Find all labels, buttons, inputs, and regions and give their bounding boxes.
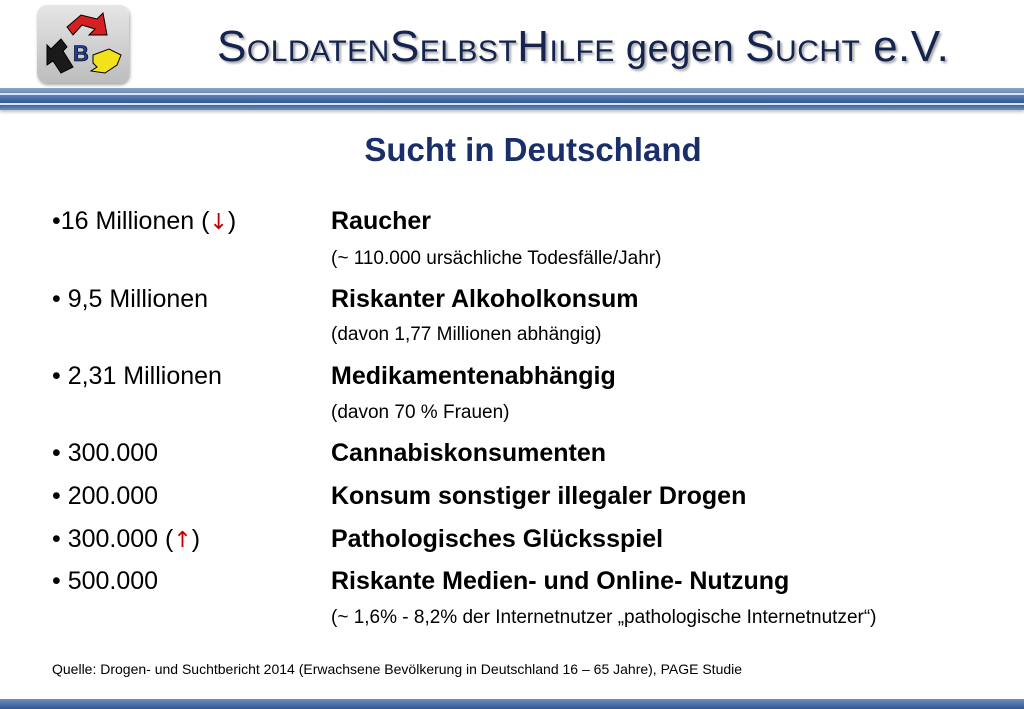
footer-band [0, 699, 1024, 709]
stat-category: Raucher [331, 207, 432, 235]
header-divider-band [0, 88, 1024, 110]
stat-count: • 9,5 Millionen [52, 285, 209, 313]
stat-category: Cannabiskonsumenten [331, 439, 607, 467]
source-note: Quelle: Drogen- und Suchtbericht 2014 (E… [52, 661, 743, 677]
stat-note: (~ 1,6% - 8,2% der Internetnutzer „patho… [331, 607, 877, 628]
logo-letter: B [73, 41, 89, 66]
organization-title: SOLDATENSELBSTHILFE gegen SUCHT e.V. [217, 22, 950, 71]
stat-category: Pathologisches Glücksspiel [331, 525, 664, 553]
stat-category: Riskante Medien- und Online- Nutzung [331, 567, 790, 595]
stat-note: (~ 110.000 ursächliche Todesfälle/Jahr) [331, 248, 662, 269]
stat-category: Riskanter Alkoholkonsum [331, 285, 639, 313]
arrow-up-icon: ↑ [173, 528, 192, 553]
stat-count: • 300.000 [52, 439, 159, 467]
stat-count: • 300.000 (↑) [52, 525, 201, 553]
stat-count: • 2,31 Millionen [52, 362, 222, 390]
logo: B [37, 5, 129, 83]
stat-note: (davon 1,77 Millionen abhängig) [331, 324, 602, 345]
stat-category: Konsum sonstiger illegaler Drogen [331, 482, 747, 510]
slide-title: Sucht in Deutschland [364, 131, 702, 168]
stat-count: • 200.000 [52, 482, 159, 510]
stat-note: (davon 70 % Frauen) [331, 402, 510, 423]
arrow-down-icon: ↓ [209, 210, 228, 235]
recycle-logo-icon: B [46, 11, 122, 74]
stat-count: • 500.000 [52, 567, 159, 595]
stat-category: Medikamentenabhängig [331, 362, 616, 390]
stat-count: •16 Millionen (↓) [52, 207, 237, 235]
